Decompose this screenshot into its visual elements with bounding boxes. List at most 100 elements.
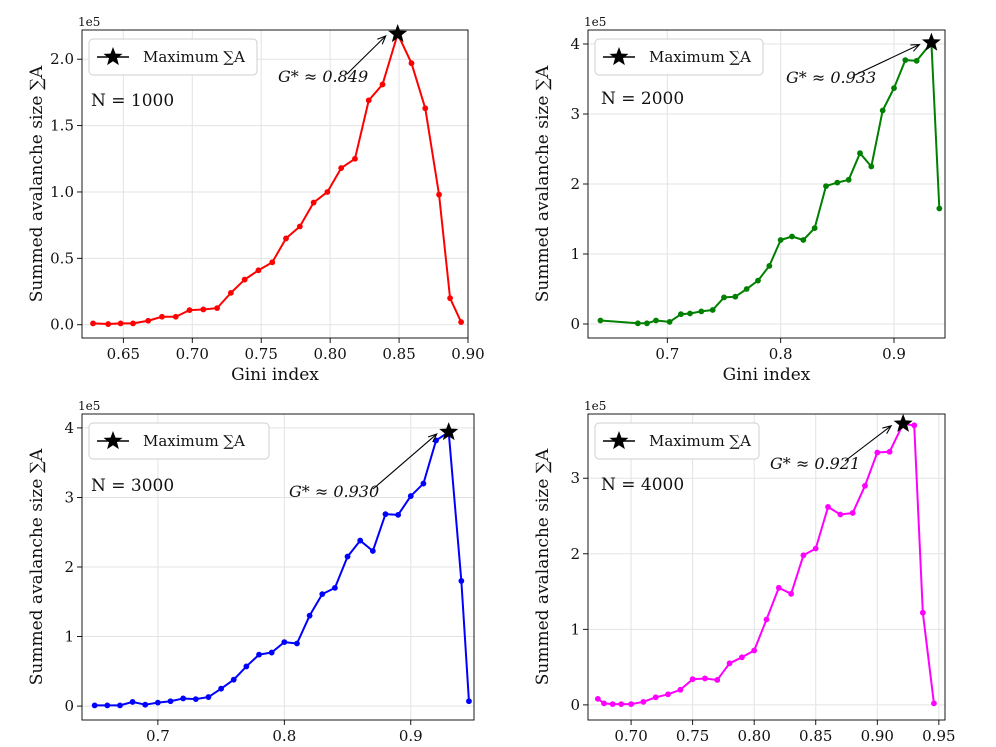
y-axis-label: Summed avalanche size ∑A <box>27 448 47 685</box>
y-tick-label: 1 <box>570 620 580 638</box>
data-point <box>665 691 671 698</box>
x-tick-label: 0.9 <box>399 727 423 745</box>
data-point <box>205 694 212 700</box>
data-point <box>268 649 275 656</box>
data-point <box>200 306 207 313</box>
chart-panel-4: 0.700.750.800.850.900.9501231e5Gini inde… <box>533 399 956 745</box>
plot-frame <box>587 413 946 721</box>
data-point <box>597 317 604 324</box>
y-tick-label: 3 <box>64 488 74 506</box>
legend-star-icon <box>609 431 629 450</box>
data-point <box>634 320 641 327</box>
y-tick-label: 0.0 <box>50 316 74 334</box>
annotation-arrowhead <box>882 424 893 434</box>
data-point <box>594 695 601 702</box>
data-point <box>609 701 616 708</box>
legend-star-icon <box>103 47 123 66</box>
y-exponent-label: 1e5 <box>584 399 606 413</box>
data-point <box>931 700 937 707</box>
data-point <box>365 97 372 104</box>
y-tick-label: 0 <box>570 696 580 714</box>
annotation-arrow <box>844 425 892 462</box>
data-point <box>743 286 750 292</box>
data-point <box>738 654 745 661</box>
data-point <box>601 700 607 707</box>
data-point <box>130 320 136 327</box>
legend-box <box>88 38 258 76</box>
data-point <box>105 321 112 327</box>
y-tick-label: 4 <box>64 419 74 437</box>
y-tick-label: 2 <box>64 558 74 576</box>
annotation-arrow <box>346 35 387 75</box>
data-point <box>310 199 317 206</box>
annotation-arrowhead <box>910 43 921 52</box>
legend-box <box>594 38 764 76</box>
y-tick-label: 1.0 <box>50 183 74 201</box>
data-point <box>422 105 429 112</box>
data-point <box>90 320 96 327</box>
y-exponent-label: 1e5 <box>78 15 100 29</box>
data-point <box>732 293 739 300</box>
data-point <box>186 307 193 314</box>
data-point <box>269 259 276 266</box>
data-point <box>180 695 187 702</box>
data-point <box>678 311 684 318</box>
series-line <box>92 32 463 326</box>
y-tick-label: 2 <box>570 175 580 193</box>
data-point <box>91 702 98 709</box>
data-point <box>255 267 262 274</box>
data-point <box>913 57 920 64</box>
data-point <box>936 205 943 212</box>
x-tick-label: 0.85 <box>799 727 832 745</box>
y-axis-label: Summed avalanche size ∑A <box>533 448 553 685</box>
data-point <box>644 320 650 327</box>
data-point <box>117 702 123 709</box>
data-point <box>714 677 721 683</box>
data-point <box>466 698 472 705</box>
legend-star-icon <box>103 431 123 450</box>
data-point <box>382 511 389 518</box>
y-tick-label: 2 <box>570 545 580 563</box>
data-point <box>332 584 338 591</box>
data-point <box>857 150 863 157</box>
data-point <box>214 305 221 312</box>
annotation-text: G* ≈ 0.930 <box>289 482 379 501</box>
data-point <box>145 317 152 324</box>
data-point <box>845 176 852 183</box>
data-point <box>825 504 831 510</box>
data-point <box>812 545 819 552</box>
data-point <box>726 660 733 667</box>
legend-star-icon <box>609 47 629 66</box>
data-point <box>689 676 696 683</box>
x-tick-label: 0.90 <box>451 345 484 363</box>
data-point <box>408 60 415 67</box>
data-point <box>241 276 248 283</box>
data-point <box>357 537 364 544</box>
data-point <box>823 183 829 190</box>
max-star-marker <box>921 32 941 51</box>
data-point <box>755 277 761 284</box>
data-point <box>618 701 625 708</box>
data-point <box>789 233 795 240</box>
y-exponent-label: 1e5 <box>78 399 100 413</box>
data-point <box>447 295 453 302</box>
data-point <box>902 57 909 63</box>
data-point <box>666 319 673 325</box>
data-point <box>834 179 841 186</box>
series-line <box>600 41 941 325</box>
data-point <box>698 308 705 315</box>
legend-box <box>594 422 760 460</box>
y-axis-label: Summed avalanche size ∑A <box>27 65 47 302</box>
legend-label: Maximum ∑A <box>143 432 245 450</box>
data-point <box>192 696 199 703</box>
data-point <box>652 694 659 701</box>
x-tick-label: 0.80 <box>737 727 770 745</box>
gridlines <box>82 30 469 338</box>
legend-box <box>88 422 270 460</box>
data-point <box>862 482 868 489</box>
data-point <box>891 85 897 91</box>
annotation-text: G* ≈ 0.921 <box>770 454 860 473</box>
data-point <box>218 685 224 692</box>
data-point <box>886 448 893 455</box>
